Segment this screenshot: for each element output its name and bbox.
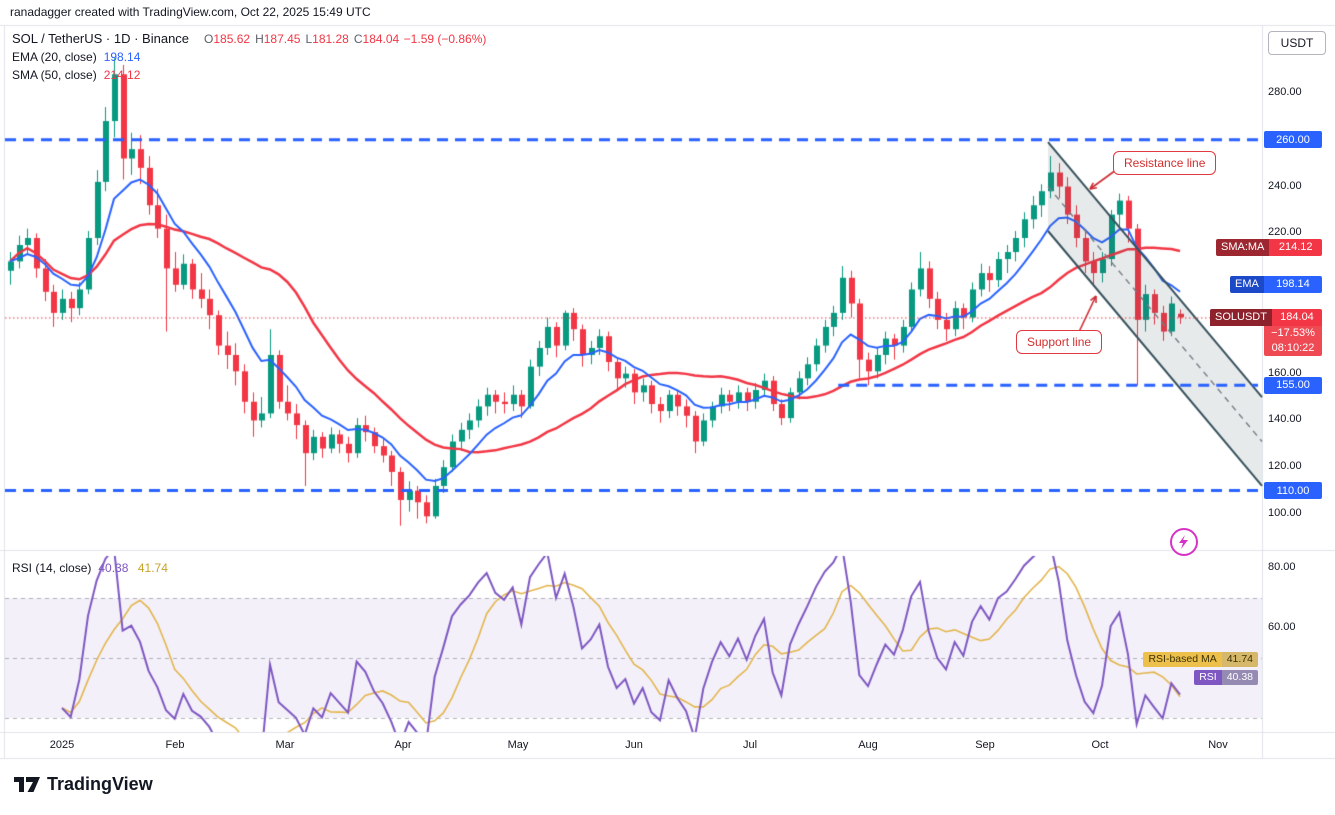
- high-label: H: [255, 32, 264, 46]
- rsi-ma-badge-value: 41.74: [1221, 652, 1258, 667]
- resistance-line-label[interactable]: Resistance line: [1113, 151, 1217, 175]
- ema-badge-value: 198.14: [1263, 275, 1322, 293]
- sma-row: SMA (50, close) 214.12: [12, 66, 486, 84]
- sma-badge-tag: SMA:MA: [1216, 238, 1270, 256]
- time-axis-label: Aug: [858, 739, 878, 751]
- rsi-tick-label: 60.00: [1268, 621, 1296, 633]
- last-price-badge-symbol: SOLUSDT: [1210, 308, 1272, 326]
- level-price-badge: 155.00: [1264, 376, 1322, 394]
- change-value: −1.59 (−0.86%): [403, 32, 487, 46]
- last-price-badge: SOLUSDT 184.04 −17.53% 08:10:22: [1210, 308, 1322, 356]
- time-axis-label: Mar: [275, 739, 295, 751]
- time-axis[interactable]: 2025 Feb Mar Apr May Jun Jul Aug Sep Oct Nov: [0, 733, 1335, 758]
- tradingview-logo-text: TradingView: [47, 774, 153, 794]
- close-value: 184.04: [362, 32, 400, 46]
- symbol-title: SOL / TetherUS · 1D · Binance: [12, 31, 190, 46]
- price-tick-label: 220.00: [1268, 226, 1302, 239]
- open-label: O: [204, 32, 214, 46]
- price-tick-label: 140.00: [1268, 413, 1302, 426]
- time-axis-label: Feb: [165, 739, 185, 751]
- high-value: 187.45: [263, 32, 301, 46]
- ema-badge-tag: EMA: [1230, 275, 1264, 293]
- time-axis-label: Jun: [625, 739, 643, 751]
- lightning-action-icon[interactable]: [1170, 528, 1198, 556]
- chart-canvas[interactable]: [0, 0, 1335, 770]
- price-tick-label: 280.00: [1268, 85, 1302, 98]
- last-price-badge-change: −17.53%: [1264, 325, 1322, 341]
- level-price-badge: 110.00: [1264, 482, 1322, 500]
- last-price-badge-value: 184.04: [1271, 308, 1322, 326]
- open-value: 185.62: [213, 32, 251, 46]
- sma-price-badge: SMA:MA 214.12: [1216, 238, 1322, 256]
- time-axis-label: May: [507, 739, 529, 751]
- price-tick-label: 120.00: [1268, 460, 1302, 473]
- sma-value: 214.12: [103, 68, 141, 82]
- price-tick-label: 160.00: [1268, 366, 1302, 379]
- level-price-badge: 260.00: [1264, 131, 1322, 149]
- ema-row: EMA (20, close) 198.14: [12, 48, 486, 66]
- close-label: C: [353, 32, 363, 46]
- ema-price-badge: EMA 198.14: [1230, 275, 1322, 293]
- tradingview-logo[interactable]: TradingView: [14, 774, 153, 795]
- time-axis-label: Sep: [975, 739, 995, 751]
- low-label: L: [305, 32, 313, 46]
- sma-badge-value: 214.12: [1269, 238, 1322, 256]
- low-value: 181.28: [312, 32, 349, 46]
- lightning-bolt-icon: [1179, 535, 1188, 549]
- price-axis[interactable]: 280.00 240.00 220.00 160.00 140.00 120.00 100.…: [1262, 25, 1335, 758]
- time-axis-label: Oct: [1091, 739, 1109, 751]
- time-axis-label: Nov: [1208, 739, 1228, 751]
- support-line-label[interactable]: Support line: [1016, 330, 1103, 354]
- rsi-value: 40.38: [98, 561, 129, 575]
- rsi-ma-value: 41.74: [137, 561, 168, 575]
- rsi-tick-label: 80.00: [1268, 561, 1296, 573]
- price-tick-label: 100.00: [1268, 507, 1302, 519]
- rsi-value-badge: RSI 40.38: [1194, 670, 1258, 685]
- ema-label: EMA (20, close): [12, 50, 97, 64]
- chart-legend: SOL / TetherUS · 1D · Binance O185.62 H187…: [12, 30, 486, 84]
- symbol-row: SOL / TetherUS · 1D · Binance O185.62 H187…: [12, 30, 486, 48]
- currency-unit-box[interactable]: USDT: [1268, 31, 1326, 55]
- price-tick-label: 240.00: [1268, 179, 1302, 192]
- time-axis-label: Jul: [742, 739, 758, 751]
- rsi-ma-badge-tag: RSI-based MA: [1143, 652, 1222, 667]
- sma-label: SMA (50, close): [12, 68, 97, 82]
- tradingview-logo-icon: [14, 777, 40, 792]
- rsi-legend: RSI (14, close) 40.38 41.74: [12, 559, 168, 577]
- rsi-badge-value: 40.38: [1221, 670, 1258, 685]
- rsi-label: RSI (14, close): [12, 561, 92, 575]
- time-axis-label: 2025: [49, 739, 75, 751]
- ema-value: 198.14: [103, 50, 141, 64]
- rsi-ma-badge: RSI-based MA 41.74: [1143, 652, 1258, 667]
- time-axis-label: Apr: [394, 739, 412, 751]
- last-price-badge-countdown: 08:10:22: [1264, 340, 1322, 356]
- rsi-badge-tag: RSI: [1194, 670, 1222, 685]
